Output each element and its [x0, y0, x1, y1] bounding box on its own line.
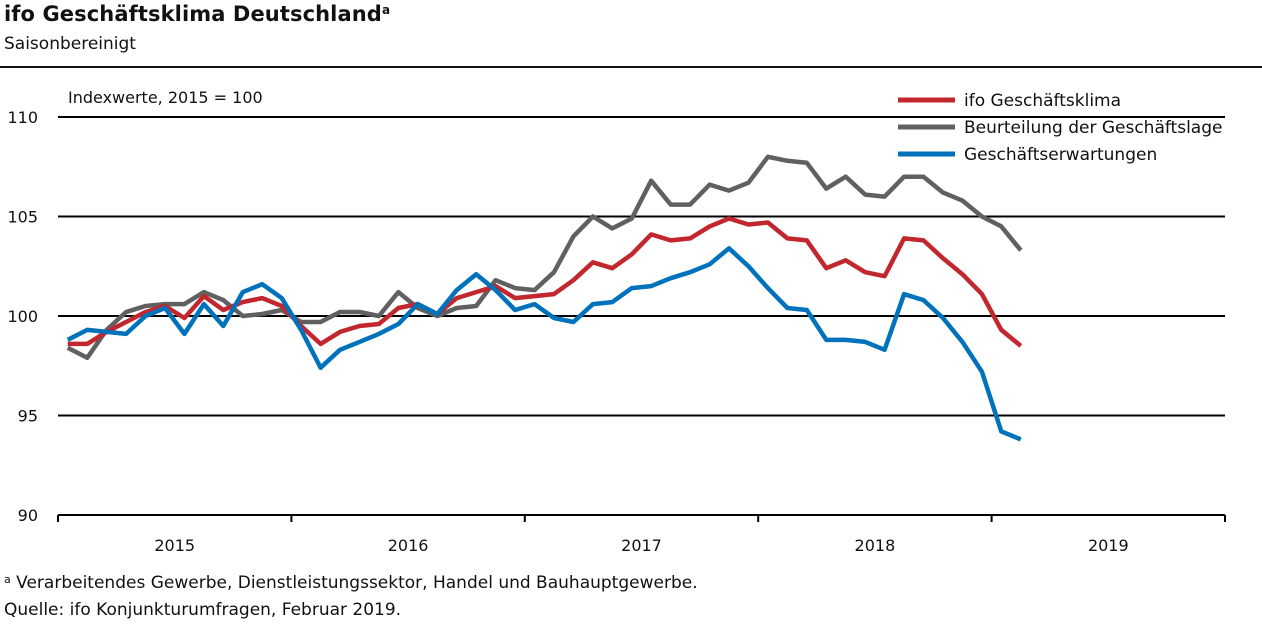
chart-annotation: Indexwerte, 2015 = 100 — [68, 88, 263, 107]
chart-subtitle: Saisonbereinigt — [4, 34, 136, 54]
y-tick-label: 105 — [7, 208, 38, 227]
series-line-2 — [66, 246, 1022, 442]
x-tick-label: 2016 — [388, 536, 429, 555]
line-chart: 90 95 100 105 110 2015 2016 2017 2018 2019 Index… — [7, 88, 1226, 555]
legend-label: Geschäftserwartungen — [964, 145, 1157, 165]
y-tick-label: 100 — [7, 307, 38, 326]
title-footnote-marker: a — [381, 3, 391, 17]
y-axis-ticks: 90 95 100 105 110 — [7, 108, 38, 525]
footnote-marker: a — [4, 573, 11, 586]
y-tick-label: 90 — [18, 506, 38, 525]
footnote: a Verarbeitendes Gewerbe, Dienstleistung… — [4, 573, 698, 593]
header-rule — [0, 66, 1262, 68]
legend-label: ifo Geschäftsklima — [964, 91, 1121, 111]
y-tick-label: 110 — [7, 108, 38, 127]
y-tick-label: 95 — [18, 407, 38, 426]
chart-title-text: ifo Geschäftsklima Deutschland — [4, 2, 382, 26]
x-axis: 2015 2016 2017 2018 2019 — [57, 514, 1226, 555]
x-tick-label: 2019 — [1088, 536, 1129, 555]
series-line-1 — [66, 154, 1023, 361]
chart-title: ifo Geschäftsklima Deutschlanda — [4, 2, 390, 26]
series-line-0 — [67, 216, 1023, 348]
legend-label: Beurteilung der Geschäftslage — [964, 118, 1222, 138]
legend: ifo Geschäftsklima Beurteilung der Geschä… — [898, 91, 1222, 165]
source-note: Quelle: ifo Konjunkturumfragen, Februar … — [4, 600, 402, 620]
x-tick-label: 2018 — [855, 536, 896, 555]
series-lines — [66, 154, 1023, 442]
footnote-text: Verarbeitendes Gewerbe, Dienstleistungss… — [16, 573, 698, 593]
x-tick-label: 2017 — [621, 536, 662, 555]
x-tick-label: 2015 — [154, 536, 195, 555]
